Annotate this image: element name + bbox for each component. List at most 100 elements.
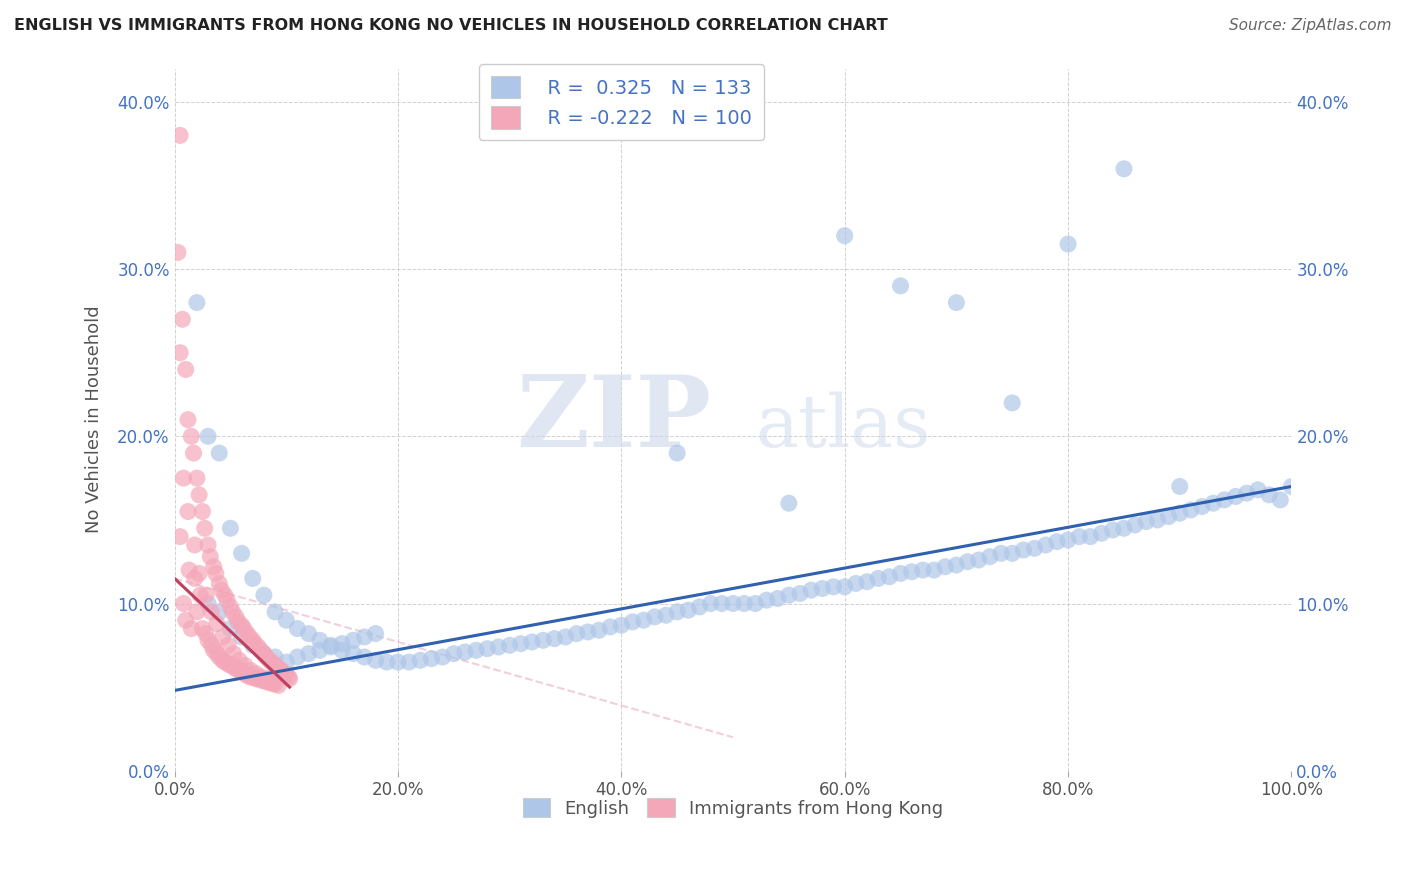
Point (260, 655, 283, 669)
Point (520, 635, 543, 649)
Point (172, 312, 194, 326)
Point (262, 677, 284, 691)
Point (287, 622, 309, 636)
Point (755, 593, 778, 607)
Point (465, 643, 488, 657)
Point (1112, 521, 1135, 535)
Point (194, 626, 217, 640)
Point (889, 566, 911, 581)
Point (1168, 479, 1191, 493)
Point (231, 618, 253, 632)
Point (243, 637, 266, 651)
Point (297, 626, 319, 640)
Point (236, 626, 259, 640)
Point (967, 553, 990, 567)
Point (1225, 490, 1247, 504)
Point (1157, 509, 1180, 524)
Point (177, 412, 200, 426)
Point (666, 605, 689, 619)
Point (543, 632, 565, 646)
Point (270, 664, 292, 678)
Point (194, 588, 217, 602)
Point (1191, 500, 1213, 514)
Point (353, 650, 375, 665)
Point (1012, 543, 1035, 558)
Point (531, 633, 554, 648)
Point (1069, 530, 1091, 544)
Point (1057, 533, 1080, 547)
Point (228, 664, 250, 678)
Point (945, 295, 967, 310)
Point (219, 658, 242, 673)
Point (186, 295, 208, 310)
Point (432, 650, 454, 665)
Point (1213, 492, 1236, 507)
Point (1001, 546, 1024, 560)
Point (1024, 541, 1046, 556)
Point (197, 597, 219, 611)
Point (278, 672, 301, 686)
Point (173, 597, 195, 611)
Point (180, 429, 202, 443)
Point (420, 651, 443, 665)
Point (287, 650, 309, 665)
Point (911, 563, 934, 577)
Text: Source: ZipAtlas.com: Source: ZipAtlas.com (1229, 18, 1392, 33)
Point (956, 555, 979, 569)
Point (276, 668, 298, 682)
Point (205, 647, 228, 661)
Point (900, 565, 922, 579)
Point (232, 622, 254, 636)
Point (256, 675, 278, 690)
Point (273, 666, 295, 681)
Point (264, 650, 287, 665)
Point (253, 588, 276, 602)
Point (330, 637, 353, 651)
Point (409, 653, 432, 667)
Point (1135, 515, 1157, 529)
Point (174, 362, 197, 376)
Point (678, 603, 700, 617)
Point (197, 633, 219, 648)
Point (208, 576, 231, 591)
Point (1090, 526, 1112, 541)
Point (1080, 530, 1102, 544)
Point (221, 605, 243, 619)
Point (778, 588, 800, 602)
Point (219, 521, 242, 535)
Point (197, 538, 219, 552)
Point (169, 128, 191, 143)
Point (979, 549, 1001, 564)
Point (208, 650, 231, 665)
Point (889, 278, 911, 293)
Point (217, 638, 239, 652)
Point (319, 638, 342, 652)
Point (202, 643, 225, 657)
Point (689, 599, 711, 614)
Point (231, 630, 253, 644)
Point (264, 677, 287, 691)
Point (610, 618, 633, 632)
Point (211, 653, 233, 667)
Point (766, 591, 789, 606)
Point (733, 597, 755, 611)
Point (211, 630, 233, 644)
Point (200, 638, 222, 652)
Point (879, 570, 901, 584)
Point (208, 446, 231, 460)
Point (1258, 488, 1281, 502)
Point (214, 588, 236, 602)
Y-axis label: No Vehicles in Household: No Vehicles in Household (86, 306, 103, 533)
Point (1057, 237, 1080, 252)
Point (239, 664, 262, 678)
Point (200, 549, 222, 564)
Point (488, 640, 510, 654)
Point (188, 588, 211, 602)
Point (1180, 503, 1202, 517)
Point (666, 446, 689, 460)
Point (173, 471, 195, 485)
Point (1247, 483, 1270, 497)
Point (945, 558, 967, 572)
Point (174, 613, 197, 627)
Point (225, 662, 247, 676)
